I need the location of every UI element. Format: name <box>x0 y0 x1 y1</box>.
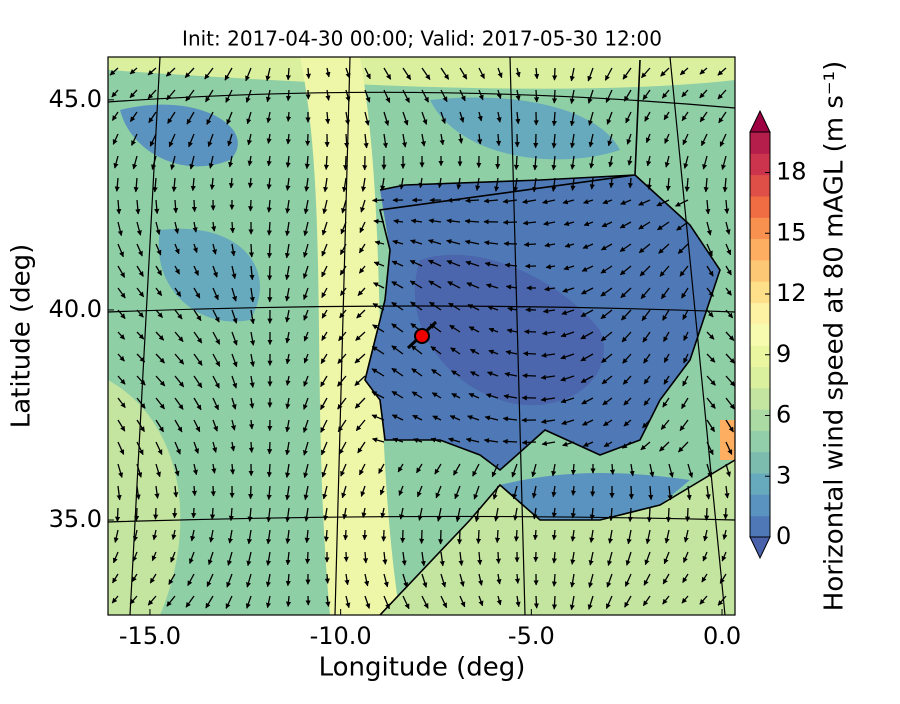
wind-arrow <box>326 156 327 169</box>
colorbar-band <box>750 324 770 346</box>
colorbar-tick-label: 15 <box>776 218 807 246</box>
wind-arrow <box>523 353 536 354</box>
wind-arrow <box>117 508 118 521</box>
colorbar-band <box>750 366 770 388</box>
wind-arrow <box>288 90 289 101</box>
wind-arrow <box>213 486 214 496</box>
wind-arrow <box>269 442 270 454</box>
x-tick-label: -10.0 <box>310 622 372 650</box>
colorbar-tick-label: 18 <box>776 158 807 186</box>
wind-arrow <box>516 530 517 541</box>
wind-arrow <box>327 574 328 583</box>
colorbar-band <box>750 281 770 303</box>
colorbar-band <box>750 175 770 197</box>
wind-arrow <box>668 508 669 522</box>
wind-arrow <box>536 90 537 102</box>
colorbar-band <box>750 516 770 538</box>
colorbar-band <box>750 239 770 261</box>
wind-arrow <box>288 112 289 121</box>
wind-arrow <box>522 442 536 443</box>
wind-arrow <box>193 508 194 518</box>
wind-arrow <box>498 552 499 563</box>
colorbar-tick-label: 3 <box>776 461 791 489</box>
wind-arrow <box>687 508 688 521</box>
wind-arrow <box>536 596 537 608</box>
wind-arrow <box>251 244 252 257</box>
wind-arrow <box>503 441 517 442</box>
y-tick-label: 40.0 <box>49 295 102 323</box>
wind-arrow <box>554 596 555 609</box>
colorbar-extend-low <box>750 537 770 558</box>
colorbar-band <box>750 345 770 367</box>
colorbar-band <box>750 303 770 325</box>
wind-arrow <box>269 244 270 258</box>
colorbar-band <box>750 452 770 474</box>
wind-arrow <box>194 486 195 496</box>
colorbar-band <box>750 430 770 452</box>
wind-arrow <box>525 331 536 332</box>
y-axis-label: Latitude (deg) <box>7 244 37 429</box>
wind-arrow <box>649 508 650 522</box>
colorbar-tick-label: 12 <box>776 279 807 307</box>
wind-arrow <box>194 200 195 212</box>
wind-arrow <box>269 464 270 477</box>
colorbar-band <box>750 388 770 410</box>
colorbar-label: Horizontal wind speed at 80 mAGL (m s⁻¹) <box>820 61 850 611</box>
wind-arrow <box>466 200 479 201</box>
x-tick-label: -5.0 <box>508 622 555 650</box>
x-tick-label: -15.0 <box>119 622 181 650</box>
wind-arrow <box>288 596 289 606</box>
colorbar-band <box>750 132 770 154</box>
colorbar-tick-label: 9 <box>776 340 791 368</box>
wind-arrow <box>307 552 308 564</box>
colorbar-band <box>750 409 770 431</box>
colorbar-band <box>750 217 770 239</box>
wind-arrow <box>232 222 233 233</box>
colorbar-band <box>750 260 770 282</box>
wind-arrow <box>503 222 517 223</box>
site-marker <box>415 329 429 343</box>
colorbar-band <box>750 494 770 516</box>
wind-arrow <box>524 244 536 245</box>
x-tick-label: 0.0 <box>703 622 741 650</box>
wind-arrow <box>288 68 289 80</box>
wind-arrow <box>554 68 555 80</box>
y-tick-label: 35.0 <box>49 505 102 533</box>
colorbar-extend-high <box>750 111 770 132</box>
wind-arrow <box>136 508 137 521</box>
wind-arrow <box>250 200 251 211</box>
colorbar-band <box>750 196 770 218</box>
wind-arrow <box>631 486 632 499</box>
wind-arrow <box>212 508 213 519</box>
chart-title: Init: 2017-04-30 00:00; Valid: 2017-05-3… <box>182 27 662 51</box>
colorbar-band <box>750 153 770 175</box>
wind-arrow <box>251 442 252 452</box>
x-axis-label: Longitude (deg) <box>319 653 526 683</box>
colorbar-tick-label: 0 <box>776 522 791 550</box>
wind-arrow <box>459 530 460 544</box>
wind-arrow <box>497 530 498 543</box>
colorbar: 0 3 6 9 12 15 18 <box>750 111 807 558</box>
wind-arrow <box>308 68 309 78</box>
wind-arrow <box>612 464 613 474</box>
wind-arrow <box>517 574 518 583</box>
wind-arrow <box>706 508 707 520</box>
map-field <box>108 57 735 615</box>
wind-arrow <box>364 530 365 540</box>
wind-arrow <box>345 530 346 540</box>
wind-arrow <box>155 508 156 519</box>
y-tick-label: 45.0 <box>49 85 102 113</box>
colorbar-tick-label: 6 <box>776 401 791 429</box>
wind-arrow <box>554 90 555 103</box>
wind-arrow <box>516 156 517 170</box>
wind-arrow <box>345 156 346 170</box>
wind-arrow <box>478 530 479 543</box>
wind-arrow <box>592 486 593 496</box>
wind-arrow <box>725 508 726 519</box>
